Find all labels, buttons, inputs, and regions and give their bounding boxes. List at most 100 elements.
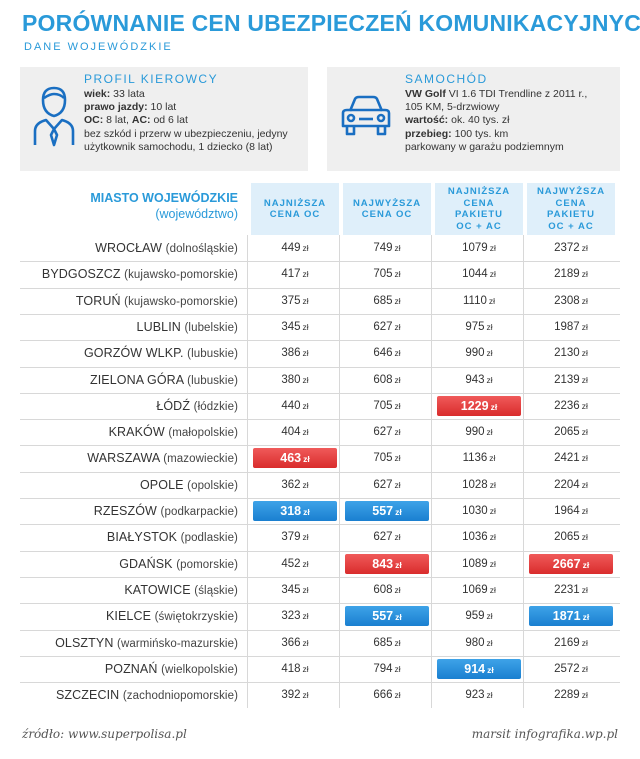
row-divider xyxy=(20,261,620,263)
source-note: źródło: www.superpolisa.pl xyxy=(22,727,187,741)
price-cell: 452 zł xyxy=(281,557,309,570)
car-panel: SAMOCHÓD VW Golf VI 1.6 TDI Trendline z … xyxy=(327,67,620,171)
city-label: KRAKÓW (małopolskie) xyxy=(108,425,238,440)
row-divider xyxy=(20,550,620,552)
price-cell: 1110 zł xyxy=(462,294,496,307)
city-label: BYDGOSZCZ (kujawsko-pomorskie) xyxy=(41,267,238,282)
price-cell: 386 zł xyxy=(281,347,309,360)
price-cell: 2065 zł xyxy=(554,426,588,439)
row-divider xyxy=(20,313,620,315)
price-cell: 608 zł xyxy=(373,373,401,386)
city-label: KATOWICE (śląskie) xyxy=(124,582,238,597)
price-cell: 1028 zł xyxy=(462,478,496,491)
table-row: BIAŁYSTOK (podlaskie) 379 zł 627 zł 1036 zł 206… xyxy=(0,524,640,550)
city-label: WARSZAWA (mazowieckie) xyxy=(87,451,238,466)
city-label: ZIELONA GÓRA (lubuskie) xyxy=(89,372,238,387)
price-cell: 923 zł xyxy=(465,689,493,702)
city-label: LUBLIN (lubelskie) xyxy=(136,319,238,334)
price-cell: 980 zł xyxy=(465,636,493,649)
person-icon xyxy=(32,85,76,152)
price-cell: 685 zł xyxy=(373,636,401,649)
city-label: GDAŃSK (pomorskie) xyxy=(119,556,238,571)
page-subtitle: DANE WOJEWÓDZKIE xyxy=(24,41,173,53)
page-title: PORÓWNANIE CEN UBEZPIECZEŃ KOMUNIKACYJNY… xyxy=(22,10,640,36)
price-cell: 749 zł xyxy=(373,242,401,254)
city-label: BIAŁYSTOK (podlaskie) xyxy=(106,530,238,545)
price-cell: 959 zł xyxy=(465,610,493,623)
row-divider xyxy=(20,392,620,394)
city-label: KIELCE (świętokrzyskie) xyxy=(105,609,238,624)
highlighted-price-cell: 463 zł xyxy=(253,448,337,469)
city-label: GORZÓW WLKP. (lubuskie) xyxy=(83,346,238,361)
city-column-header: MIASTO WOJEWÓDZKIE (województwo) xyxy=(90,191,238,221)
price-cell: 1136 zł xyxy=(462,452,496,465)
car-icon xyxy=(339,93,393,142)
price-cell: 2421 zł xyxy=(554,452,588,465)
price-cell: 2236 zł xyxy=(554,399,588,412)
table-row: POZNAŃ (wielkopolskie) 418 zł 794 zł 914 zł 257… xyxy=(0,656,640,682)
price-cell: 794 zł xyxy=(373,662,401,675)
price-cell: 990 zł xyxy=(465,426,493,439)
row-divider xyxy=(20,603,620,605)
row-divider xyxy=(20,287,620,289)
row-divider xyxy=(20,576,620,578)
price-cell: 1964 zł xyxy=(554,505,588,517)
price-cell: 627 zł xyxy=(373,478,401,491)
price-cell: 1030 zł xyxy=(462,505,496,517)
table-row: GDAŃSK (pomorskie) 452 zł 843 zł 1089 zł 2667 zł xyxy=(0,551,640,577)
table-row: KATOWICE (śląskie) 345 zł 608 zł 1069 zł 2231 zł xyxy=(0,577,640,603)
price-cell: 440 zł xyxy=(281,399,309,412)
credit-note: marsit infografika.wp.pl xyxy=(471,727,618,741)
table-row: OLSZTYN (warmińsko-mazurskie) 366 zł 685 zł 9… xyxy=(0,630,640,656)
column-header-2: NAJWYŻSZA CENA OC xyxy=(343,183,431,235)
row-divider xyxy=(20,524,620,526)
column-divider xyxy=(247,235,248,708)
price-cell: 366 zł xyxy=(281,636,309,649)
price-cell: 705 zł xyxy=(373,399,401,412)
price-cell: 2065 zł xyxy=(554,531,588,544)
price-cell: 345 zł xyxy=(281,320,309,333)
table-row: ŁÓDŹ (łódzkie) 440 zł 705 zł 1229 zł 2236 zł xyxy=(0,393,640,419)
row-divider xyxy=(20,445,620,447)
highlighted-price-cell: 318 zł xyxy=(253,501,337,521)
city-label: OPOLE (opolskie) xyxy=(139,477,238,492)
price-cell: 323 zł xyxy=(281,610,309,623)
row-divider xyxy=(20,366,620,368)
price-cell: 2139 zł xyxy=(554,373,588,386)
price-cell: 375 zł xyxy=(281,294,309,307)
price-cell: 2289 zł xyxy=(554,689,588,702)
price-cell: 1069 zł xyxy=(462,583,496,596)
table-row: WROCŁAW (dolnośląskie) 449 zł 749 zł 1079 zł 23… xyxy=(0,235,640,261)
highlighted-price-cell: 843 zł xyxy=(345,553,429,574)
table-row: SZCZECIN (zachodniopomorskie) 392 zł 666 zł 9… xyxy=(0,682,640,708)
price-cell: 1089 zł xyxy=(462,557,496,570)
price-cell: 627 zł xyxy=(373,531,401,544)
price-cell: 1079 zł xyxy=(462,242,496,254)
table-row: GORZÓW WLKP. (lubuskie) 386 zł 646 zł 990 zł 21… xyxy=(0,340,640,366)
price-cell: 1044 zł xyxy=(462,268,496,281)
table-row: WARSZAWA (mazowieckie) 463 zł 705 zł 1136 zł 24… xyxy=(0,445,640,471)
table-row: KRAKÓW (małopolskie) 404 zł 627 zł 990 zł 2065 z… xyxy=(0,419,640,445)
table-row: RZESZÓW (podkarpackie) 318 zł 557 zł 1030 zł 19… xyxy=(0,498,640,524)
price-cell: 2204 zł xyxy=(554,478,588,491)
price-cell: 449 zł xyxy=(281,242,309,254)
price-cell: 646 zł xyxy=(373,347,401,360)
price-cell: 2372 zł xyxy=(554,242,588,254)
price-cell: 1036 zł xyxy=(462,531,496,544)
price-cell: 345 zł xyxy=(281,583,309,596)
city-label: OLSZTYN (warmińsko-mazurskie) xyxy=(55,635,238,650)
price-cell: 2189 zł xyxy=(554,268,588,281)
price-cell: 2572 zł xyxy=(554,662,588,675)
price-cell: 2169 zł xyxy=(554,636,588,649)
price-cell: 705 zł xyxy=(373,452,401,465)
row-divider xyxy=(20,498,620,499)
row-divider xyxy=(20,340,620,342)
city-label: POZNAŃ (wielkopolskie) xyxy=(104,661,238,676)
city-label: RZESZÓW (podkarpackie) xyxy=(93,504,238,518)
driver-profile-heading: PROFIL KIEROWCY xyxy=(84,72,219,86)
table-row: LUBLIN (lubelskie) 345 zł 627 zł 975 zł 1987 zł xyxy=(0,314,640,340)
price-cell: 608 zł xyxy=(373,583,401,596)
price-cell: 418 zł xyxy=(281,662,309,675)
city-label: SZCZECIN (zachodniopomorskie) xyxy=(55,688,238,703)
column-divider xyxy=(431,235,432,708)
